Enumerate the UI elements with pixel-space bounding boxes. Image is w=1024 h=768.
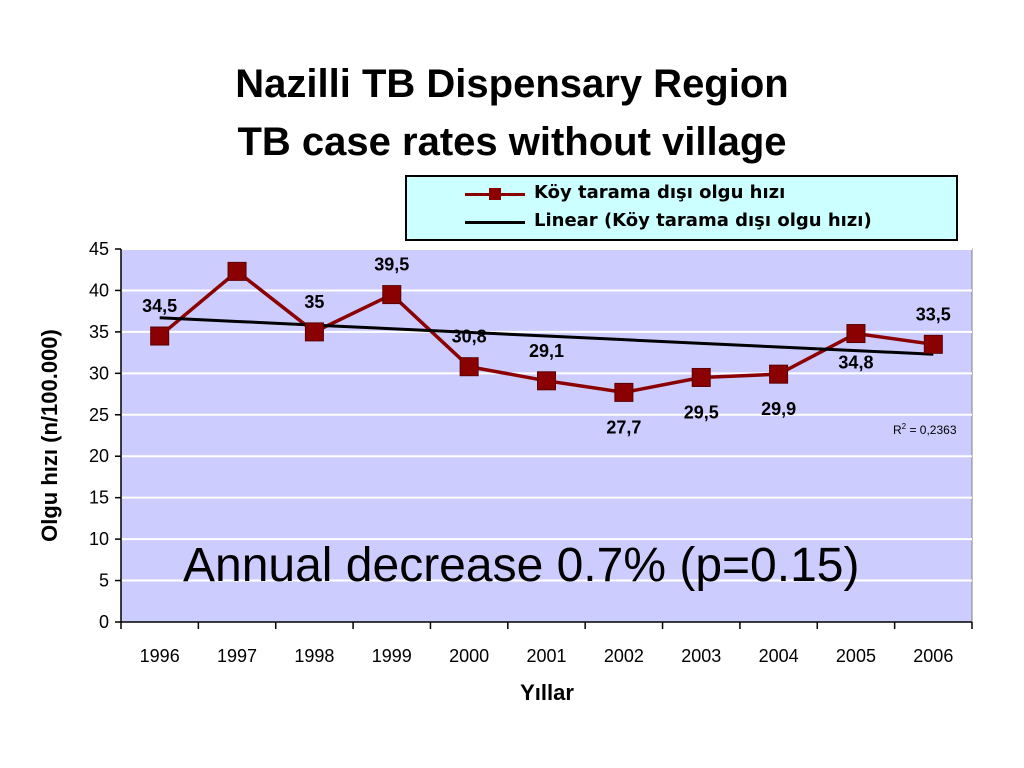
- legend-label-series: Köy tarama dışı olgu hızı: [534, 182, 786, 203]
- x-tick-label: 2003: [681, 646, 721, 666]
- data-label: 29,9: [761, 399, 796, 419]
- data-point-marker: [382, 285, 402, 305]
- data-label: 29,5: [684, 402, 719, 422]
- y-tick-label: 5: [99, 571, 109, 591]
- x-tick-label: 2001: [526, 646, 566, 666]
- data-point-marker: [459, 357, 479, 377]
- x-tick-label: 1999: [372, 646, 412, 666]
- data-label: 27,7: [606, 417, 641, 437]
- trendline: [159, 316, 934, 356]
- y-tick-label: 15: [89, 488, 109, 508]
- x-tick-label: 1998: [294, 646, 334, 666]
- data-label: 39,5: [374, 255, 409, 275]
- data-point-marker: [227, 261, 247, 281]
- x-tick-label: 2002: [604, 646, 644, 666]
- data-point-marker: [537, 371, 556, 391]
- data-label: 34,5: [142, 296, 177, 316]
- data-point-marker: [846, 324, 866, 344]
- legend-swatch-series-marker: [489, 188, 501, 200]
- y-tick-label: 30: [89, 363, 109, 383]
- data-point-marker: [691, 367, 711, 387]
- y-tick-label: 40: [89, 280, 109, 300]
- y-tick-label: 35: [89, 322, 109, 342]
- data-point-marker: [923, 334, 943, 354]
- y-tick-label: 10: [89, 529, 109, 549]
- data-label: 34,8: [838, 353, 873, 373]
- x-tick-label: 2005: [836, 646, 876, 666]
- legend-item-trendline: Linear (Köy tarama dışı olgu hızı): [407, 208, 956, 236]
- x-tick-label: 2000: [449, 646, 489, 666]
- y-tick-label: 20: [89, 446, 109, 466]
- data-label: 33,5: [916, 304, 951, 324]
- legend-item-series: Köy tarama dışı olgu hızı: [407, 180, 956, 208]
- x-tick-label: 2004: [759, 646, 799, 666]
- r-squared-label: R2 = 0,2363: [893, 422, 957, 437]
- legend-swatch-trendline: [465, 221, 525, 224]
- x-tick-label: 2006: [913, 646, 953, 666]
- data-label: 29,1: [529, 341, 564, 361]
- y-tick-label: 0: [99, 612, 109, 632]
- x-axis-title: Yıllar: [520, 680, 574, 705]
- x-tick-label: 1997: [217, 646, 257, 666]
- chart-title-line-1: Nazilli TB Dispensary Region: [235, 62, 789, 106]
- chart-legend: Köy tarama dışı olgu hızı Linear (Köy ta…: [405, 175, 958, 241]
- data-point-marker: [614, 382, 634, 402]
- y-axis-title: Olgu hızı (n/100.000): [37, 329, 62, 542]
- data-point-marker: [150, 326, 170, 346]
- y-tick-label: 45: [89, 239, 109, 259]
- x-tick-label: 1996: [140, 646, 180, 666]
- plot-area: [120, 248, 973, 623]
- legend-label-trendline: Linear (Köy tarama dışı olgu hızı): [534, 210, 872, 231]
- data-label: 30,8: [452, 327, 487, 347]
- data-point-marker: [304, 322, 324, 342]
- chart-title-line-2: TB case rates without village: [237, 120, 787, 164]
- data-label: 35: [304, 292, 324, 312]
- annual-decrease-annotation: Annual decrease 0.7% (p=0.15): [183, 539, 860, 592]
- y-tick-label: 25: [89, 405, 109, 425]
- data-point-marker: [769, 364, 789, 384]
